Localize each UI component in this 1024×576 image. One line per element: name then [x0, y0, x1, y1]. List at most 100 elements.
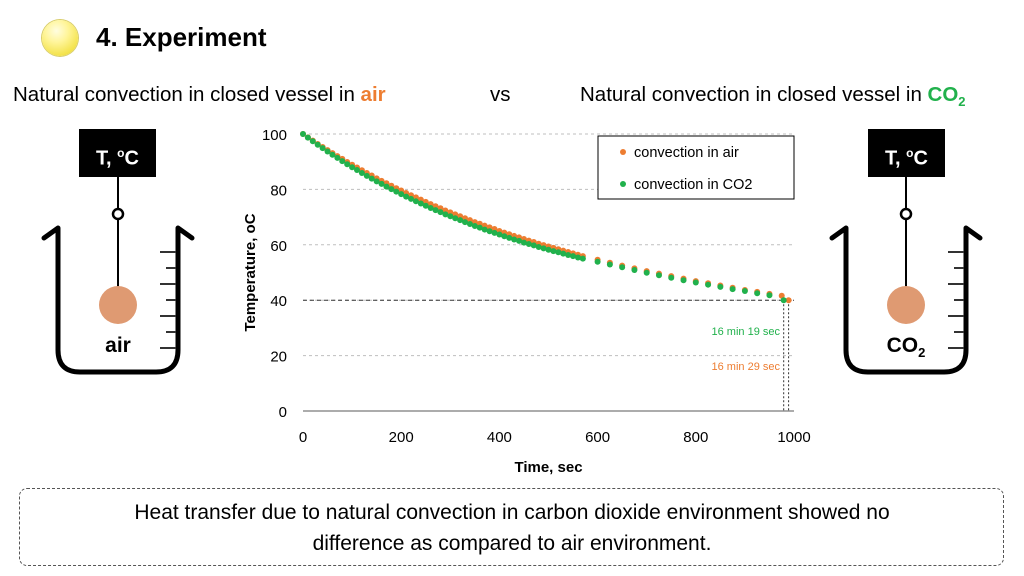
- co2-data-point: [565, 252, 572, 259]
- legend-marker: [620, 149, 626, 155]
- co2-data-point: [574, 254, 581, 261]
- right-beaker-icon: [829, 177, 983, 375]
- co2-data-point: [300, 131, 306, 137]
- co2-data-point: [462, 219, 469, 226]
- co2-data-point: [363, 172, 370, 179]
- co2-data-point: [486, 228, 493, 235]
- y-tick-label: 40: [270, 293, 287, 310]
- co2-data-point: [766, 292, 773, 299]
- co2-data-point: [511, 236, 518, 243]
- x-tick-label: 1000: [777, 429, 810, 446]
- co2-data-point: [643, 269, 650, 276]
- co2-data-point: [680, 277, 687, 284]
- co2-data-point: [540, 245, 547, 252]
- co2-data-point: [393, 188, 400, 195]
- co2-data-point: [408, 195, 415, 202]
- co2-data-point: [501, 233, 508, 240]
- x-tick-label: 0: [299, 429, 307, 446]
- co2-data-point: [520, 239, 527, 246]
- co2-data-point: [491, 229, 498, 236]
- left-medium-label: air: [105, 334, 131, 357]
- title-bullet-icon: [42, 20, 78, 56]
- co2-data-point: [550, 248, 557, 255]
- right-medium-label: CO2: [886, 334, 926, 361]
- conclusion-text: Heat transfer due to natural convection …: [60, 497, 964, 559]
- co2-data-point: [570, 253, 577, 260]
- co2-data-point: [304, 134, 311, 141]
- conclusion-line-1: Heat transfer due to natural convection …: [134, 501, 890, 524]
- co2-data-point: [309, 138, 316, 145]
- left-thermometer-label: T, oC: [79, 129, 156, 177]
- co2-data-point: [481, 226, 488, 233]
- co2-data-point: [476, 224, 483, 231]
- co2-data-point: [344, 161, 351, 168]
- co2-data-point: [427, 204, 434, 211]
- conclusion-line-2: difference as compared to air environmen…: [312, 532, 712, 555]
- co2-data-point: [388, 186, 395, 193]
- co2-data-point: [555, 249, 562, 256]
- co2-data-point: [314, 141, 321, 148]
- annotation-label: 16 min 29 sec: [712, 361, 781, 373]
- co2-data-point: [368, 175, 375, 182]
- co2-data-point: [705, 281, 712, 288]
- left-beaker-icon: [41, 177, 195, 375]
- x-axis-title: Time, sec: [514, 459, 582, 476]
- co2-data-point: [754, 290, 761, 297]
- x-tick-label: 400: [487, 429, 512, 446]
- co2-data-point: [780, 297, 787, 304]
- co2-data-point: [442, 211, 449, 218]
- co2-data-point: [516, 237, 523, 244]
- y-axis-title: Temperature, oC: [242, 213, 259, 331]
- co2-data-point: [655, 272, 662, 279]
- co2-data-point: [692, 279, 699, 286]
- conclusion-box: [19, 488, 1004, 566]
- co2-data-point: [535, 244, 542, 251]
- slide-title: 4. Experiment: [96, 22, 267, 52]
- co2-data-point: [373, 178, 380, 185]
- co2-data-point: [506, 234, 513, 241]
- co2-data-point: [545, 246, 552, 253]
- co2-data-point: [525, 240, 532, 247]
- co2-data-point: [412, 198, 419, 205]
- right-heading-text: Natural convection in closed vessel in: [580, 83, 928, 106]
- co2-data-point: [339, 158, 346, 165]
- co2-data-point: [324, 148, 331, 155]
- co2-data-point: [530, 242, 537, 249]
- co2-data-point: [668, 274, 675, 281]
- co2-data-point: [329, 151, 336, 158]
- x-tick-label: 200: [389, 429, 414, 446]
- x-tick-label: 800: [683, 429, 708, 446]
- legend-box: [597, 135, 795, 200]
- left-heading-accent: air: [360, 83, 386, 106]
- co2-data-point: [319, 145, 326, 152]
- right-heading-accent: CO2: [927, 83, 966, 110]
- legend-label: convection in CO2: [634, 177, 752, 193]
- left-heading-text: Natural convection in closed vessel in: [13, 83, 361, 106]
- co2-data-point: [579, 255, 586, 262]
- co2-data-point: [631, 267, 638, 274]
- co2-data-point: [471, 222, 478, 229]
- annotation-label: 16 min 19 sec: [712, 326, 781, 338]
- co2-data-point: [417, 200, 424, 207]
- co2-data-point: [334, 154, 341, 161]
- y-tick-label: 0: [279, 404, 287, 421]
- legend-marker: [620, 181, 626, 187]
- co2-data-point: [378, 180, 385, 187]
- co2-data-point: [594, 258, 601, 265]
- co2-data-point: [437, 209, 444, 216]
- co2-data-point: [358, 170, 365, 177]
- co2-data-point: [496, 231, 503, 238]
- co2-data-point: [741, 288, 748, 295]
- left-heading: Natural convection in closed vessel in a…: [13, 83, 386, 107]
- co2-data-point: [606, 261, 613, 268]
- co2-data-point: [457, 217, 464, 224]
- co2-data-point: [717, 283, 724, 290]
- y-tick-label: 20: [270, 349, 287, 366]
- y-tick-label: 60: [270, 238, 287, 255]
- co2-data-point: [452, 215, 459, 222]
- air-data-point: [785, 297, 792, 304]
- x-tick-label: 600: [585, 429, 610, 446]
- y-tick-label: 80: [270, 182, 287, 199]
- co2-data-point: [729, 286, 736, 293]
